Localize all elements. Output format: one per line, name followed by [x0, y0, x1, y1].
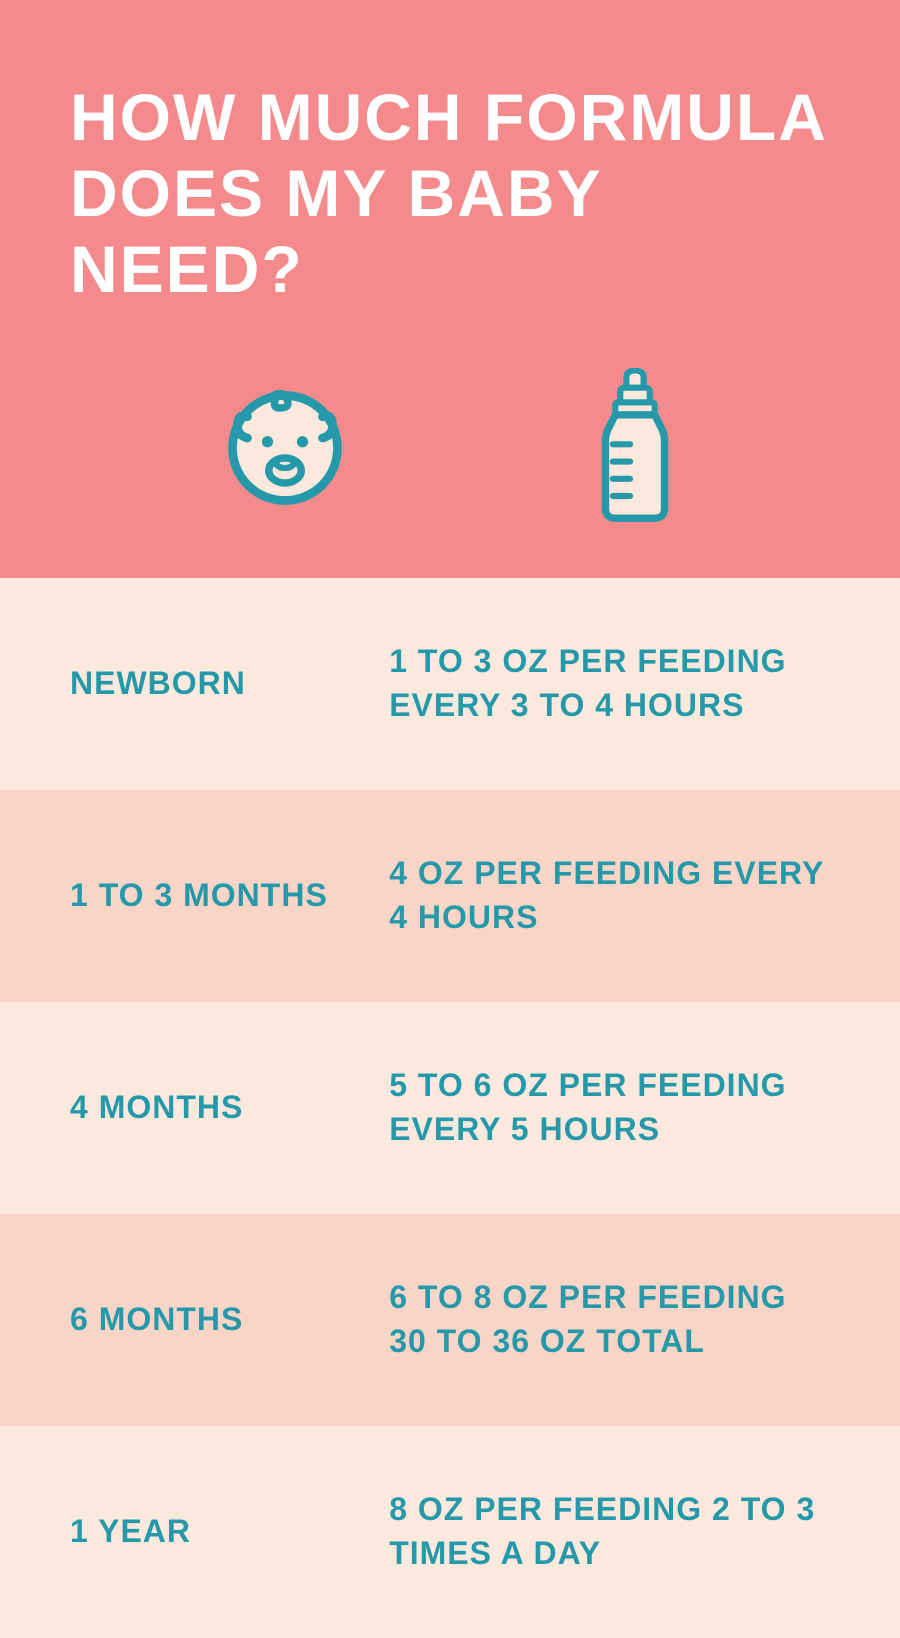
amount-label: 4 OZ PER FEEDING EVERY 4 HOURS — [389, 852, 830, 938]
age-label: 1 TO 3 MONTHS — [70, 877, 389, 914]
header-section: HOW MUCH FORMULA DOES MY BABY NEED? — [0, 0, 900, 358]
table-row: 1 TO 3 MONTHS 4 OZ PER FEEDING EVERY 4 H… — [0, 790, 900, 1002]
age-label: 6 MONTHS — [70, 1301, 389, 1338]
table-row: NEWBORN 1 TO 3 OZ PER FEEDING EVERY 3 TO… — [0, 578, 900, 790]
table-row: 1 YEAR 8 OZ PER FEEDING 2 TO 3 TIMES A D… — [0, 1426, 900, 1638]
age-label: 1 YEAR — [70, 1513, 389, 1550]
age-label: NEWBORN — [70, 665, 389, 702]
bottle-icon — [580, 368, 690, 528]
table-row: 4 MONTHS 5 TO 6 OZ PER FEEDING EVERY 5 H… — [0, 1002, 900, 1214]
icons-row — [0, 358, 900, 578]
baby-face-icon — [210, 373, 360, 523]
age-label: 4 MONTHS — [70, 1089, 389, 1126]
amount-label: 8 OZ PER FEEDING 2 TO 3 TIMES A DAY — [389, 1488, 830, 1574]
table-row: 6 MONTHS 6 TO 8 OZ PER FEEDING 30 TO 36 … — [0, 1214, 900, 1426]
page-title: HOW MUCH FORMULA DOES MY BABY NEED? — [70, 80, 830, 308]
amount-label: 6 TO 8 OZ PER FEEDING 30 TO 36 OZ TOTAL — [389, 1276, 830, 1362]
amount-label: 5 TO 6 OZ PER FEEDING EVERY 5 HOURS — [389, 1064, 830, 1150]
infographic-container: HOW MUCH FORMULA DOES MY BABY NEED? — [0, 0, 900, 1600]
feeding-table: NEWBORN 1 TO 3 OZ PER FEEDING EVERY 3 TO… — [0, 578, 900, 1638]
amount-label: 1 TO 3 OZ PER FEEDING EVERY 3 TO 4 HOURS — [389, 640, 830, 726]
